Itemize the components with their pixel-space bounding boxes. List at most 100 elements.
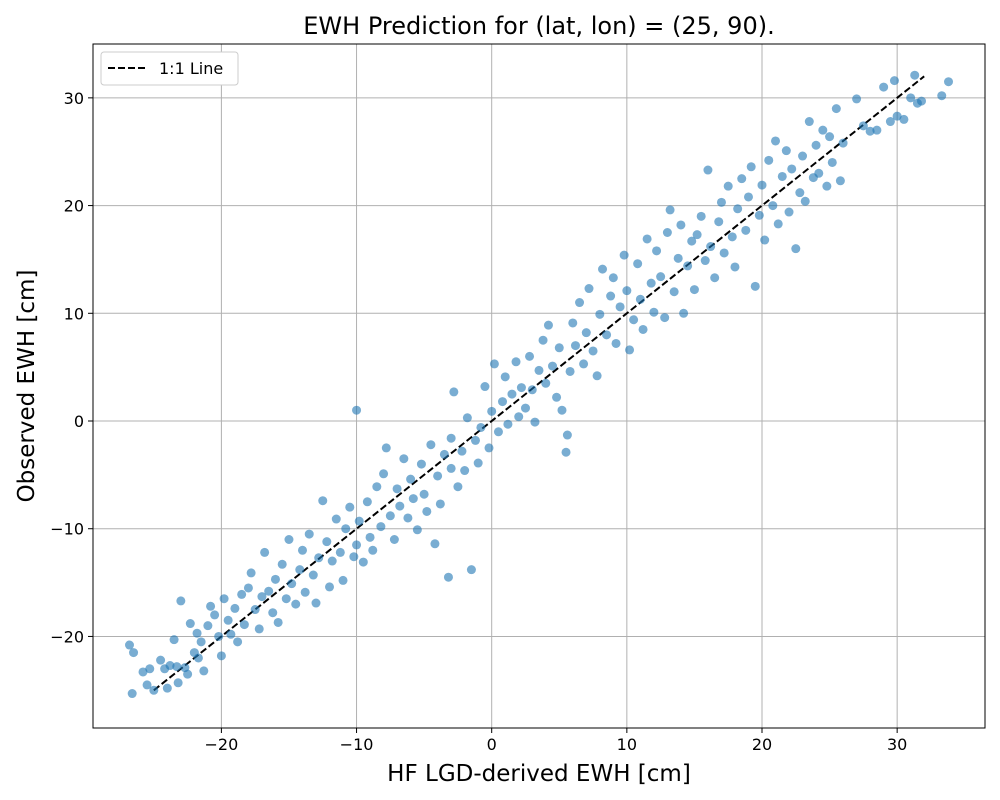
data-point (226, 629, 236, 639)
x-tick-label: −10 (340, 735, 374, 754)
data-point (446, 463, 456, 473)
data-points (124, 70, 954, 699)
data-point (156, 655, 166, 665)
x-tick-label: 30 (887, 735, 907, 754)
y-tick-label: −20 (50, 627, 84, 646)
data-point (791, 244, 801, 254)
data-point (233, 637, 243, 647)
data-point (368, 545, 378, 555)
data-point (365, 532, 375, 542)
data-point (193, 653, 203, 663)
data-point (183, 669, 193, 679)
data-point (676, 220, 686, 230)
data-point (199, 666, 209, 676)
data-point (889, 76, 899, 86)
data-point (127, 689, 137, 699)
data-point (760, 235, 770, 245)
data-point (852, 94, 862, 104)
data-point (892, 111, 902, 121)
data-point (270, 574, 280, 584)
data-point (237, 589, 247, 599)
data-point (487, 406, 497, 416)
data-point (714, 217, 724, 227)
data-point (430, 539, 440, 549)
data-point (426, 440, 436, 450)
y-tick-label: 0 (74, 412, 84, 431)
data-point (548, 361, 558, 371)
data-point (165, 661, 175, 671)
data-point (665, 205, 675, 215)
data-point (619, 250, 629, 260)
data-point (295, 565, 305, 575)
data-point (784, 207, 794, 217)
x-tick-label: 20 (752, 735, 772, 754)
data-point (818, 125, 828, 135)
data-point (214, 631, 224, 641)
data-point (230, 603, 240, 613)
data-point (376, 522, 386, 532)
data-point (811, 140, 821, 150)
data-point (858, 121, 868, 131)
data-point (692, 230, 702, 240)
data-point (462, 413, 472, 423)
data-point (825, 132, 835, 142)
legend: 1:1 Line (100, 51, 239, 86)
data-point (511, 357, 521, 367)
data-point (291, 599, 301, 609)
data-point (484, 443, 494, 453)
data-point (741, 225, 751, 235)
data-point (264, 586, 274, 596)
chart-title: EWH Prediction for (lat, lon) = (25, 90)… (303, 12, 774, 40)
data-point (498, 397, 508, 407)
data-point (422, 506, 432, 516)
axis-ticks: −20 −10 0 10 20 30 −20 −10 0 10 20 30 (50, 89, 907, 754)
data-point (570, 341, 580, 351)
data-point (457, 446, 467, 456)
data-point (944, 77, 954, 87)
data-point (525, 351, 535, 361)
data-point (737, 174, 747, 184)
data-point (730, 262, 740, 272)
data-point (635, 294, 645, 304)
data-point (716, 197, 726, 207)
data-point (453, 482, 463, 492)
data-point (798, 151, 808, 161)
data-point (910, 70, 920, 80)
data-point (260, 547, 270, 557)
data-point (349, 552, 359, 562)
data-point (470, 435, 480, 445)
data-point (561, 447, 571, 457)
data-point (581, 328, 591, 338)
data-point (435, 499, 445, 509)
data-point (787, 164, 797, 174)
data-point (352, 540, 362, 550)
data-point (575, 298, 585, 308)
data-point (129, 648, 139, 658)
data-point (530, 417, 540, 427)
data-point (710, 273, 720, 283)
data-point (246, 568, 256, 578)
data-point (493, 427, 503, 437)
data-point (689, 285, 699, 295)
data-point (124, 640, 134, 650)
data-point (268, 608, 278, 618)
data-point (579, 359, 589, 369)
data-point (557, 405, 567, 415)
data-point (804, 117, 814, 127)
y-tick-label: 30 (64, 89, 84, 108)
data-point (673, 253, 683, 263)
data-point (419, 489, 429, 499)
data-point (733, 204, 743, 214)
y-tick-label: 20 (64, 197, 84, 216)
data-point (746, 162, 756, 172)
data-point (703, 165, 713, 175)
one-to-one-line (153, 75, 925, 692)
data-point (145, 664, 155, 674)
y-tick-label: −10 (50, 520, 84, 539)
data-point (473, 458, 483, 468)
data-point (206, 601, 216, 611)
data-point (773, 219, 783, 229)
data-point (541, 378, 551, 388)
data-point (322, 537, 332, 547)
data-point (649, 307, 659, 317)
